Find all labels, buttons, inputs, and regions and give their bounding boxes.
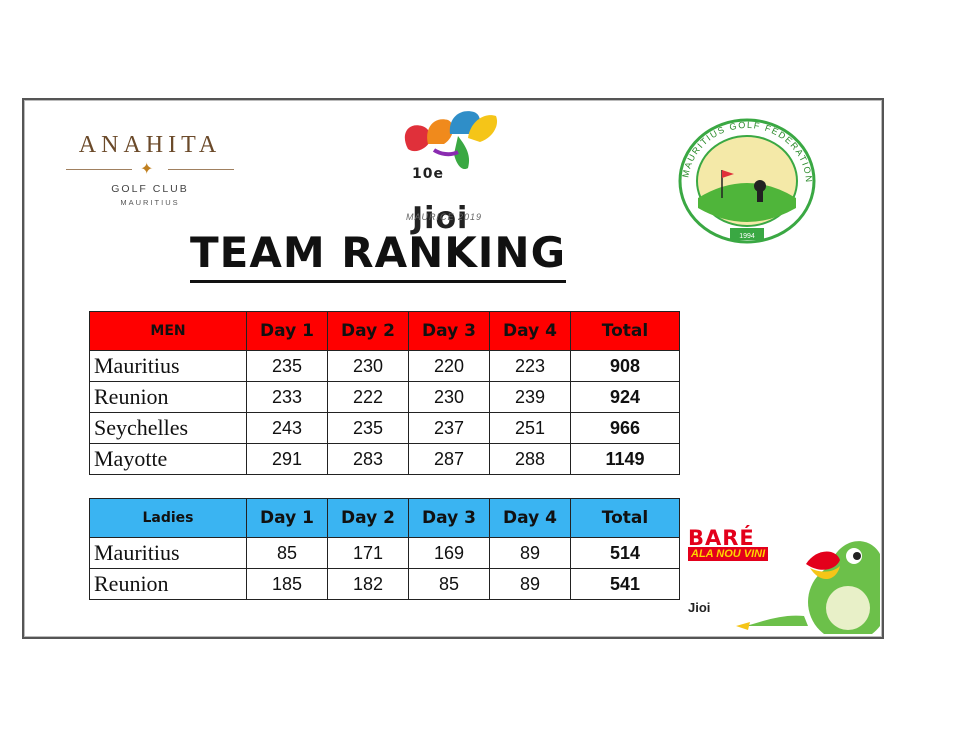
score-cell: 171: [327, 537, 409, 569]
total-cell: 924: [570, 381, 680, 413]
table-row: Reunion 185 182 85 89 541: [89, 568, 680, 600]
anahita-name: ANAHITA: [78, 132, 222, 158]
score-cell: 235: [327, 412, 409, 444]
table-header: MEN Day 1 Day 2 Day 3 Day 4 Total: [89, 311, 680, 351]
score-cell: 230: [327, 350, 409, 382]
score-cell: 239: [489, 381, 571, 413]
score-cell: 283: [327, 443, 409, 475]
header-day2: Day 2: [327, 311, 409, 351]
header-total: Total: [570, 498, 680, 538]
golf-federation-seal-icon: 1994 MAURITIUS GOLF FEDERATION: [678, 118, 816, 244]
header-category: MEN: [89, 311, 247, 351]
team-name: Seychelles: [89, 412, 247, 444]
team-name: Mauritius: [89, 537, 247, 569]
score-cell: 251: [489, 412, 571, 444]
header-day1: Day 1: [246, 498, 328, 538]
mascot-banner: BARÉ ALA NOU VINI Jioi: [686, 526, 880, 634]
total-cell: 541: [570, 568, 680, 600]
svg-text:1994: 1994: [739, 233, 755, 240]
bird-of-paradise-icon: ✦: [140, 161, 154, 178]
score-cell: 85: [246, 537, 328, 569]
ladies-ranking-table: Ladies Day 1 Day 2 Day 3 Day 4 Total Mau…: [89, 498, 680, 600]
anahita-golf-club: GOLF CLUB: [111, 183, 189, 195]
jioi-subtitle: MAURICE 2019: [406, 212, 483, 222]
header-day4: Day 4: [489, 311, 571, 351]
score-cell: 222: [327, 381, 409, 413]
score-cell: 223: [489, 350, 571, 382]
score-cell: 237: [408, 412, 490, 444]
team-name: Reunion: [89, 381, 247, 413]
team-name: Mauritius: [89, 350, 247, 382]
anahita-divider: ✦: [66, 161, 234, 179]
page-title: TEAM RANKING: [190, 226, 567, 283]
total-cell: 514: [570, 537, 680, 569]
anahita-mauritius: MAURITIUS: [120, 198, 180, 207]
jioi-wordmark: 10e Jioi: [412, 166, 469, 236]
jioi-logo: 10e Jioi MAURICE 2019: [398, 104, 502, 236]
score-cell: 243: [246, 412, 328, 444]
table-row: Mayotte 291 283 287 288 1149: [89, 443, 680, 475]
bare-subslogan: ALA NOU VINI: [688, 547, 769, 561]
mini-jioi-logo: Jioi: [688, 600, 711, 615]
men-ranking-table: MEN Day 1 Day 2 Day 3 Day 4 Total Maurit…: [89, 311, 680, 475]
table-row: Reunion 233 222 230 239 924: [89, 381, 680, 413]
team-name: Reunion: [89, 568, 247, 600]
score-cell: 89: [489, 537, 571, 569]
header-day1: Day 1: [246, 311, 328, 351]
header-day3: Day 3: [408, 498, 490, 538]
score-cell: 89: [489, 568, 571, 600]
total-cell: 908: [570, 350, 680, 382]
parrot-mascot-icon: [736, 541, 880, 634]
total-cell: 966: [570, 412, 680, 444]
table-row: Mauritius 235 230 220 223 908: [89, 350, 680, 382]
score-cell: 233: [246, 381, 328, 413]
header-category: Ladies: [89, 498, 247, 538]
table-row: Seychelles 243 235 237 251 966: [89, 412, 680, 444]
header-day2: Day 2: [327, 498, 409, 538]
score-cell: 185: [246, 568, 328, 600]
score-cell: 169: [408, 537, 490, 569]
score-cell: 288: [489, 443, 571, 475]
score-cell: 182: [327, 568, 409, 600]
table-row: Mauritius 85 171 169 89 514: [89, 537, 680, 569]
bare-slogan: BARÉ: [688, 526, 755, 550]
score-cell: 235: [246, 350, 328, 382]
header-total: Total: [570, 311, 680, 351]
score-cell: 291: [246, 443, 328, 475]
jioi-emblem-icon: [404, 111, 498, 170]
team-name: Mayotte: [89, 443, 247, 475]
score-cell: 85: [408, 568, 490, 600]
table-header: Ladies Day 1 Day 2 Day 3 Day 4 Total: [89, 498, 680, 538]
anahita-logo: ANAHITA ✦ GOLF CLUB MAURITIUS: [66, 132, 234, 207]
header-day4: Day 4: [489, 498, 571, 538]
score-cell: 287: [408, 443, 490, 475]
score-cell: 230: [408, 381, 490, 413]
score-cell: 220: [408, 350, 490, 382]
total-cell: 1149: [570, 443, 680, 475]
header-day3: Day 3: [408, 311, 490, 351]
